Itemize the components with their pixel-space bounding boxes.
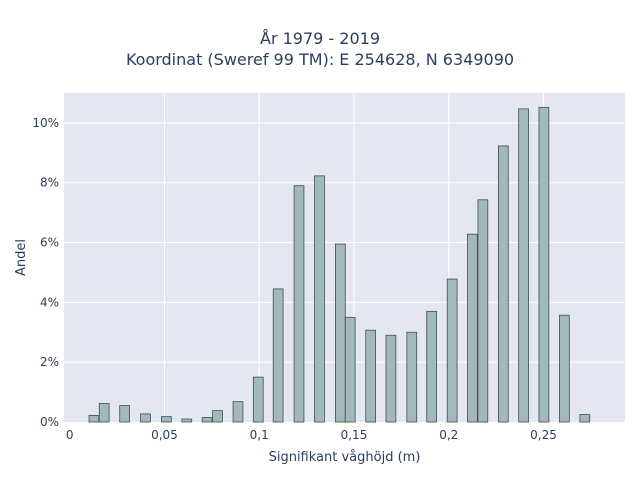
- histogram-bar: [344, 316, 356, 423]
- y-tick-labels: 0% 2% 4% 6% 8% 10%: [32, 116, 59, 429]
- histogram-bar: [467, 233, 478, 423]
- histogram-bar: [272, 288, 284, 423]
- x-tick-labels: 0 0,05 0,1 0,15 0,2 0,25: [66, 428, 557, 442]
- x-tick-label: 0: [66, 428, 74, 442]
- x-tick-label: 0,1: [250, 428, 269, 442]
- y-tick-label: 8%: [40, 176, 59, 190]
- histogram-bar: [181, 418, 193, 423]
- y-tick-label: 6%: [40, 236, 59, 250]
- histogram-bar: [201, 417, 213, 423]
- histogram-bar: [119, 405, 130, 423]
- histogram-bar: [365, 329, 376, 423]
- histogram-bar: [538, 106, 550, 423]
- histogram-bar: [252, 376, 264, 423]
- histogram-bar: [385, 334, 397, 423]
- histogram-bar: [477, 199, 489, 423]
- x-tick-label: 0,25: [530, 428, 557, 442]
- y-tick-label: 2%: [40, 355, 59, 369]
- histogram-bar: [446, 278, 458, 423]
- histogram-bar: [335, 243, 346, 423]
- chart-title-line-2: Koordinat (Sweref 99 TM): E 254628, N 63…: [125, 50, 515, 69]
- histogram-bar: [88, 415, 100, 423]
- histogram-bar: [212, 410, 223, 423]
- histogram-bar: [559, 314, 570, 423]
- x-axis-label: Signifikant våghöjd (m): [269, 450, 421, 465]
- y-tick-label: 4%: [40, 295, 59, 309]
- histogram-bar: [98, 403, 110, 423]
- histogram-bar: [314, 175, 325, 423]
- bars-group: [88, 106, 591, 423]
- chart-title-line-1: År 1979 - 2019: [260, 29, 380, 48]
- y-tick-label: 0%: [40, 415, 59, 429]
- histogram-bar: [140, 413, 151, 423]
- histogram-bar: [518, 108, 529, 423]
- x-tick-label: 0,2: [439, 428, 458, 442]
- y-axis-label: Andel: [14, 239, 29, 276]
- histogram-bar: [293, 185, 305, 423]
- histogram-bar: [161, 416, 172, 423]
- histogram-bar: [232, 401, 244, 423]
- x-tick-label: 0,05: [151, 428, 178, 442]
- y-tick-label: 10%: [32, 116, 59, 130]
- x-tick-label: 0,15: [341, 428, 368, 442]
- histogram-bar: [579, 414, 591, 423]
- histogram-bar: [426, 310, 438, 423]
- histogram-bar: [497, 145, 509, 423]
- histogram-bar: [406, 331, 418, 423]
